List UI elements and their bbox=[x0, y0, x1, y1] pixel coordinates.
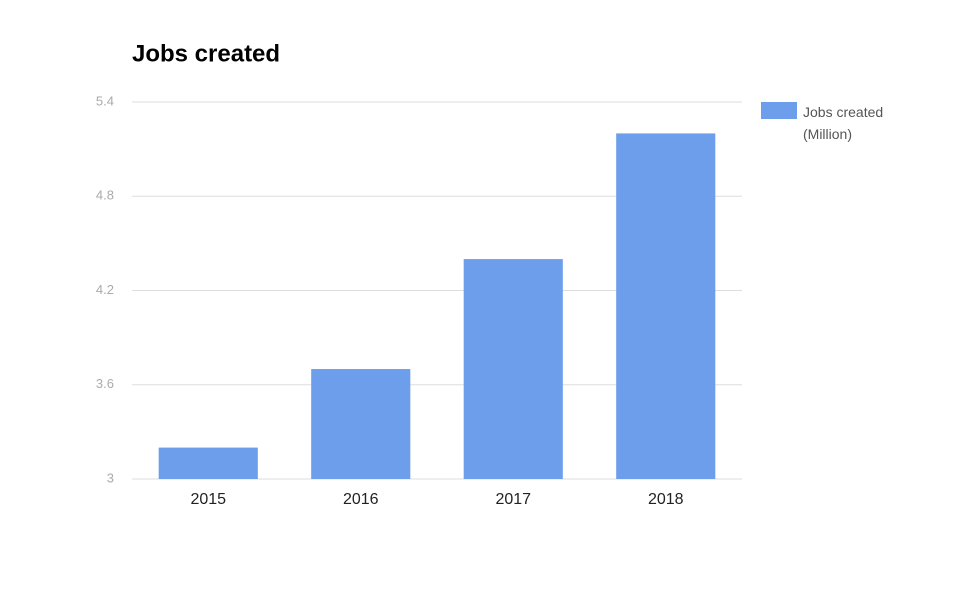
y-tick-label: 4.2 bbox=[96, 282, 114, 297]
y-tick-label: 3.6 bbox=[96, 376, 114, 391]
legend-swatch bbox=[761, 102, 797, 119]
bar bbox=[463, 259, 563, 479]
y-tick-label: 4.8 bbox=[96, 188, 114, 203]
x-tick-label: 2017 bbox=[495, 491, 531, 508]
y-tick-label: 5.4 bbox=[96, 93, 114, 108]
bar bbox=[311, 369, 411, 479]
legend-label: Jobs created (Million) bbox=[803, 104, 884, 142]
bar bbox=[158, 447, 258, 479]
x-tick-label: 2016 bbox=[343, 491, 379, 508]
x-tick-label: 2018 bbox=[648, 491, 684, 508]
chart-title: Jobs created bbox=[132, 40, 280, 67]
y-tick-label: 3 bbox=[107, 470, 114, 485]
bar bbox=[616, 133, 716, 479]
x-tick-label: 2015 bbox=[190, 491, 226, 508]
